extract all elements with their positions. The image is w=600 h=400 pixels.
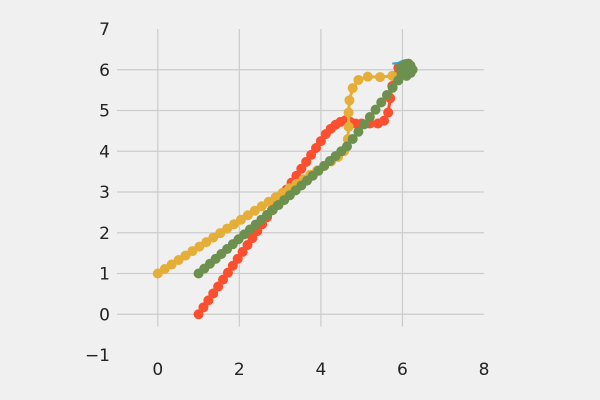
data-point <box>301 156 312 167</box>
tick-labels: 0 2 4 6 8 −1 0 1 2 3 4 5 6 7 <box>85 20 489 380</box>
y-tick-label: 3 <box>99 183 110 203</box>
y-tick-label: 2 <box>99 224 110 244</box>
y-tick-label: 0 <box>99 305 110 325</box>
data-point <box>353 74 364 85</box>
data-point <box>310 142 321 153</box>
data-point <box>198 302 209 313</box>
data-point <box>359 119 370 130</box>
data-point <box>383 107 394 118</box>
data-point <box>353 126 364 137</box>
data-point <box>247 233 258 244</box>
x-tick-label: 0 <box>152 360 163 380</box>
y-tick-label: 4 <box>99 142 110 162</box>
data-point <box>222 267 233 278</box>
data-point <box>370 104 381 115</box>
data-point <box>306 149 317 160</box>
data-point <box>341 141 352 152</box>
data-point <box>203 295 214 306</box>
x-tick-label: 2 <box>234 360 245 380</box>
x-tick-label: 4 <box>315 360 326 380</box>
data-point <box>379 115 390 126</box>
grid <box>117 29 484 327</box>
x-tick-label: 8 <box>479 360 490 380</box>
series-1 <box>152 62 414 279</box>
data-point <box>364 112 375 123</box>
data-point <box>343 121 354 132</box>
series-layer <box>152 58 418 320</box>
data-point <box>315 136 326 147</box>
data-point <box>193 309 204 320</box>
data-point <box>387 82 398 93</box>
data-point <box>237 246 248 257</box>
y-tick-label: 1 <box>99 265 110 285</box>
series-3 <box>193 58 418 279</box>
series-line <box>156 66 410 275</box>
data-point <box>232 253 243 264</box>
data-point <box>208 288 219 299</box>
y-tick-label: 5 <box>99 102 110 122</box>
data-point <box>218 274 229 285</box>
data-point <box>347 83 358 94</box>
data-point <box>344 95 355 106</box>
data-point <box>381 90 392 101</box>
data-point <box>242 239 253 250</box>
y-tick-label: 7 <box>99 20 110 40</box>
data-point <box>227 260 238 271</box>
data-point <box>376 97 387 108</box>
data-point <box>343 107 354 118</box>
y-tick-label: −1 <box>85 346 110 366</box>
x-tick-label: 6 <box>397 360 408 380</box>
y-tick-label: 6 <box>99 61 110 81</box>
data-point <box>213 281 224 292</box>
data-point <box>406 65 417 76</box>
data-point <box>375 72 386 83</box>
data-point <box>347 134 358 145</box>
data-point <box>296 163 307 174</box>
data-point <box>362 71 373 82</box>
